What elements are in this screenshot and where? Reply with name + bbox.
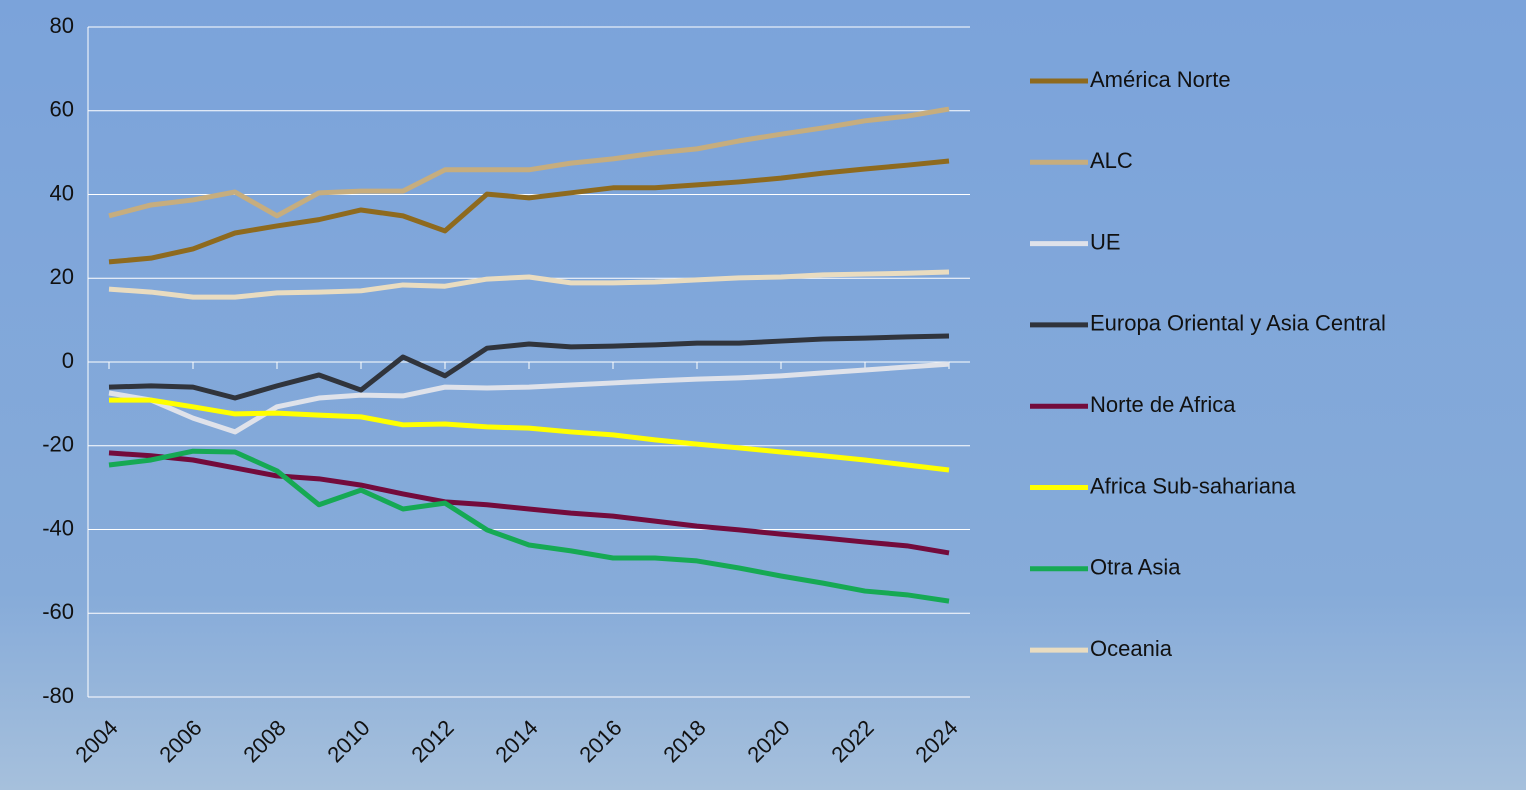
y-tick-label: 40 bbox=[50, 180, 74, 205]
legend-label: Africa Sub-sahariana bbox=[1090, 473, 1296, 498]
legend-label: Oceania bbox=[1090, 636, 1173, 661]
y-tick-label: -40 bbox=[42, 515, 74, 540]
legend-label: América Norte bbox=[1090, 67, 1231, 92]
y-tick-label: 60 bbox=[50, 97, 74, 122]
page: -80-60-40-200204060802004200620082010201… bbox=[0, 0, 1526, 790]
legend-label: UE bbox=[1090, 229, 1121, 254]
y-tick-label: 0 bbox=[62, 348, 74, 373]
y-tick-label: 20 bbox=[50, 264, 74, 289]
legend-label: Norte de Africa bbox=[1090, 392, 1236, 417]
legend-label: Otra Asia bbox=[1090, 555, 1181, 580]
y-tick-label: -80 bbox=[42, 683, 74, 708]
y-tick-label: -60 bbox=[42, 599, 74, 624]
y-tick-label: 80 bbox=[50, 13, 74, 38]
chart: -80-60-40-200204060802004200620082010201… bbox=[0, 0, 1526, 790]
legend-label: Europa Oriental y Asia Central bbox=[1090, 311, 1386, 336]
y-tick-label: -20 bbox=[42, 432, 74, 457]
legend-label: ALC bbox=[1090, 148, 1133, 173]
